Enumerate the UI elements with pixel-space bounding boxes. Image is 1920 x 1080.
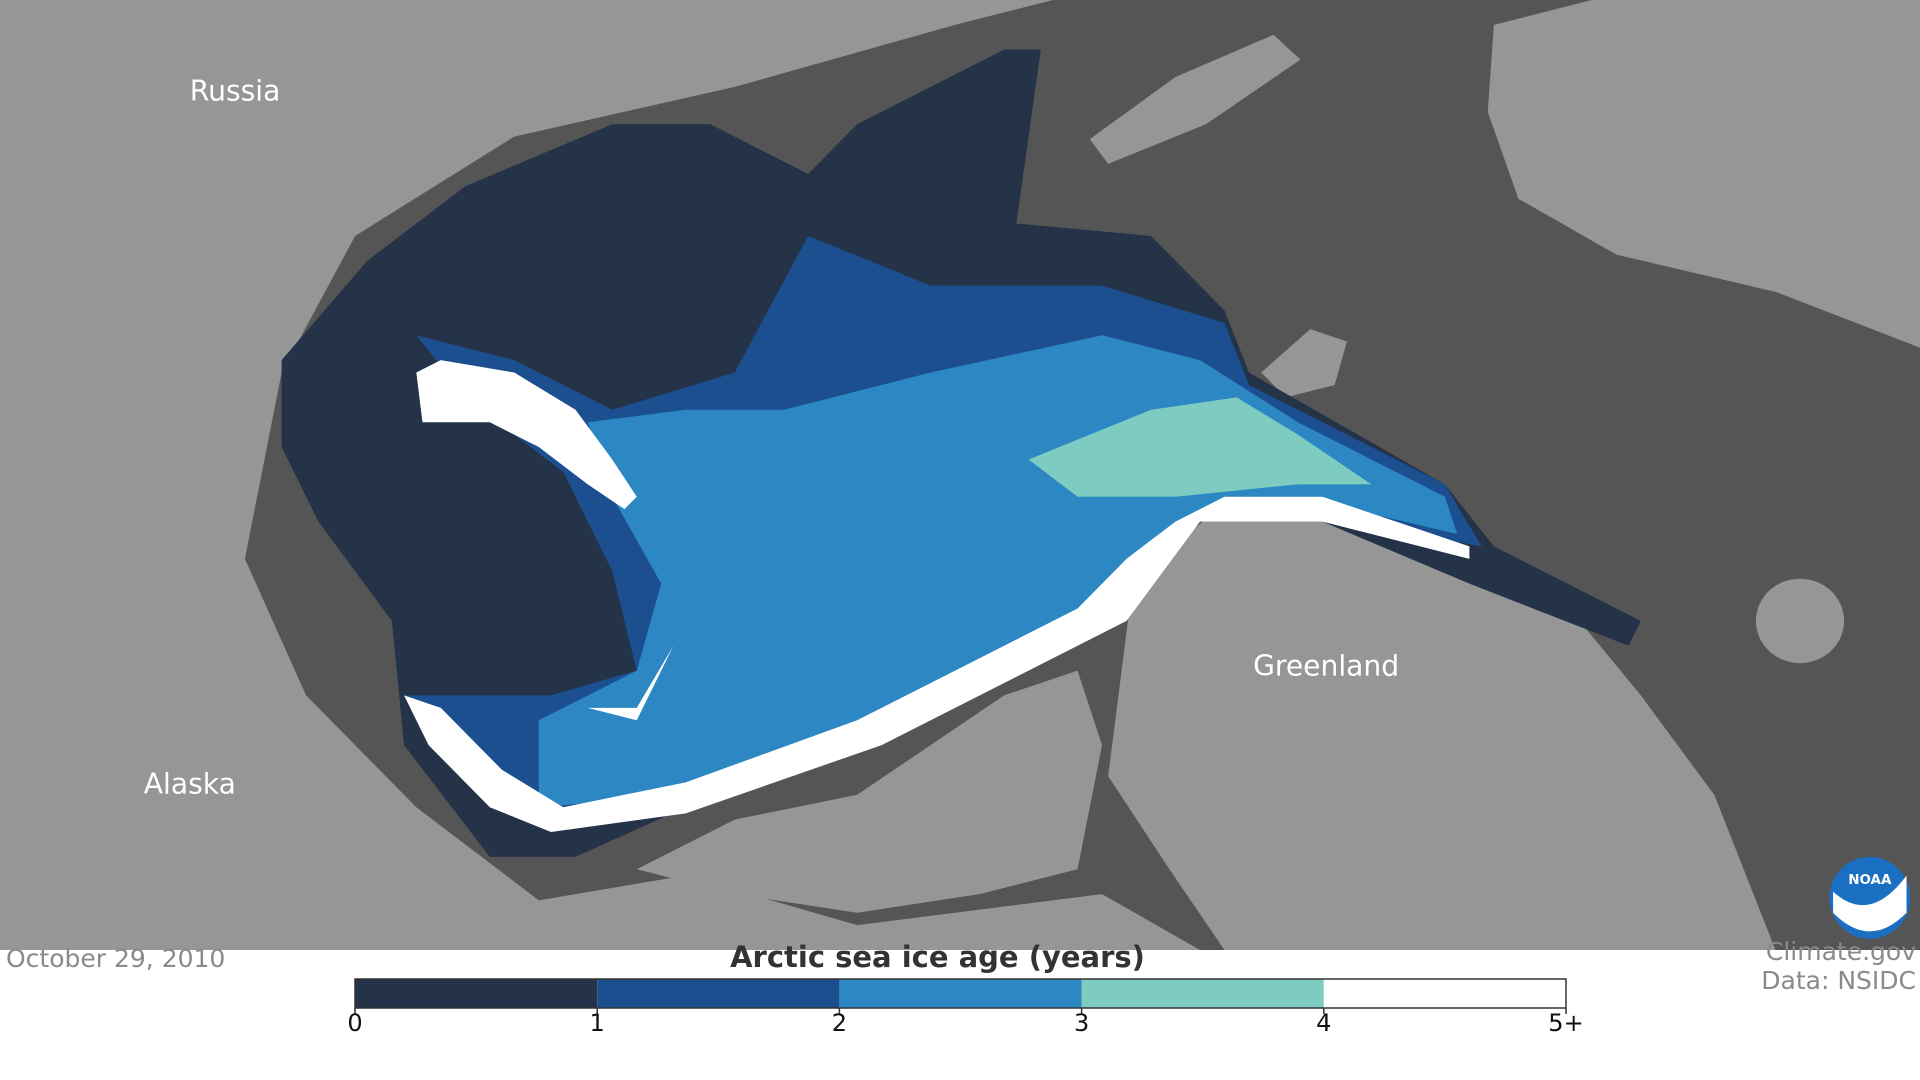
scandinavia	[1487, 0, 1920, 348]
colorbar-tick-label: 5+	[1548, 1009, 1583, 1037]
colorbar-tick-label: 3	[1074, 1009, 1089, 1037]
svalbard	[1261, 329, 1347, 398]
novaya-zemlya	[1089, 34, 1301, 164]
date: October 29, 2010	[6, 944, 226, 973]
map-label: Alaska	[144, 767, 236, 800]
colorbar-bin	[355, 979, 598, 1008]
colorbar-bin	[839, 979, 1082, 1008]
canadian-islands	[636, 670, 1103, 913]
colorbar-bin	[1081, 979, 1324, 1008]
noaa-logo: NOAA	[1829, 856, 1911, 939]
credit: Climate.gov	[1765, 937, 1916, 966]
map: Russia Alaska Greenland NOAA	[0, 0, 1920, 950]
colorbar-tick-label: 2	[832, 1009, 847, 1037]
colorbar-tick-label: 1	[590, 1009, 605, 1037]
credit: Data: NSIDC	[1761, 966, 1916, 995]
ice-age-3	[1028, 397, 1372, 497]
colorbar-bin	[597, 979, 840, 1008]
colorbar-tick-label: 0	[347, 1009, 362, 1037]
logo-text: NOAA	[1848, 872, 1892, 888]
colorbar-frame	[354, 978, 1567, 1009]
colorbar-bin	[1323, 979, 1566, 1008]
legend-title: Arctic sea ice age (years)	[730, 940, 1145, 974]
iceland	[1755, 578, 1845, 664]
map-label: Greenland	[1253, 649, 1399, 682]
ice-age-4	[404, 360, 1470, 833]
map-label: Russia	[190, 74, 281, 107]
greenland	[1108, 484, 1776, 950]
colorbar-tick-label: 4	[1316, 1009, 1331, 1037]
